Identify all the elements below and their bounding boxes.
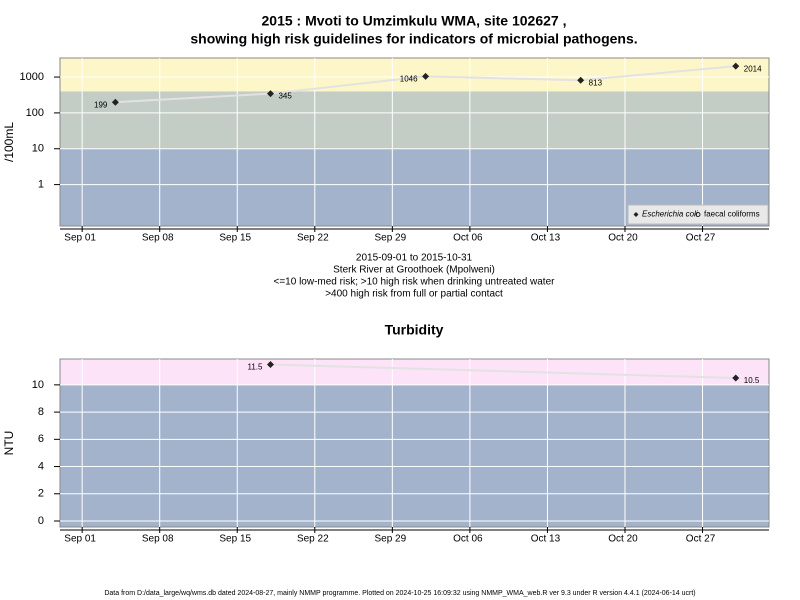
data-point bbox=[111, 98, 119, 106]
x-tick-label: Sep 22 bbox=[297, 534, 329, 545]
legend: Escherichia coli faecal coliforms bbox=[627, 204, 769, 225]
value-label: 813 bbox=[589, 78, 603, 87]
data-point bbox=[732, 62, 740, 70]
x-tick-label: Oct 06 bbox=[453, 534, 483, 545]
value-label: 11.5 bbox=[248, 363, 264, 372]
x-tick-label: Sep 08 bbox=[142, 534, 174, 545]
x-tick-label: Oct 27 bbox=[686, 233, 716, 244]
value-label: 10.5 bbox=[744, 376, 760, 385]
note: 2015-09-01 to 2015-10-31 bbox=[356, 253, 473, 264]
x-tick-label: Oct 20 bbox=[608, 534, 638, 545]
series-line bbox=[270, 363, 736, 380]
legend-box bbox=[627, 204, 769, 225]
data-point bbox=[577, 76, 585, 84]
value-label: 345 bbox=[278, 92, 292, 101]
chart-title: Turbidity bbox=[385, 322, 444, 338]
chart-title: showing high risk guidelines for indicat… bbox=[190, 31, 637, 47]
y-tick-label: 10 bbox=[32, 143, 44, 155]
data-point bbox=[422, 72, 430, 80]
footer: Data from D:/data_large/wq/wms.db dated … bbox=[104, 590, 695, 597]
x-tick-label: Sep 15 bbox=[219, 534, 251, 545]
x-tick-label: Oct 27 bbox=[686, 534, 716, 545]
value-label: 199 bbox=[94, 100, 108, 109]
chart-title: 2015 : Mvoti to Umzimkulu WMA, site 1026… bbox=[262, 13, 567, 29]
x-tick-label: Oct 06 bbox=[453, 233, 483, 244]
y-tick-label: 0 bbox=[38, 515, 44, 527]
value-label: 2014 bbox=[744, 64, 762, 73]
risk-band bbox=[60, 384, 769, 527]
y-tick-label: 8 bbox=[38, 406, 44, 418]
note: Sterk River at Groothoek (Mpolweni) bbox=[333, 265, 495, 276]
y-tick-label: 10 bbox=[32, 379, 44, 391]
risk-band bbox=[60, 91, 769, 149]
y-tick-label: 2 bbox=[38, 488, 44, 500]
y-axis-label: NTU bbox=[2, 431, 16, 456]
legend-label: faecal coliforms bbox=[704, 210, 760, 219]
y-axis-label: /100mL bbox=[2, 122, 16, 162]
legend-marker bbox=[695, 212, 701, 217]
risk-band bbox=[60, 359, 769, 385]
x-tick-label: Sep 08 bbox=[142, 233, 174, 244]
note: <=10 low-med risk; >10 high risk when dr… bbox=[274, 277, 556, 288]
legend-marker bbox=[633, 212, 639, 217]
y-tick-label: 1000 bbox=[20, 71, 44, 83]
x-tick-label: Sep 01 bbox=[64, 233, 96, 244]
x-tick-label: Oct 20 bbox=[608, 233, 638, 244]
y-tick-label: 6 bbox=[38, 433, 44, 445]
y-tick-label: 1 bbox=[38, 179, 44, 191]
x-tick-label: Sep 29 bbox=[374, 233, 406, 244]
y-tick-label: 100 bbox=[26, 107, 44, 119]
plot-frame bbox=[59, 57, 770, 227]
x-tick-label: Sep 29 bbox=[374, 534, 406, 545]
data-point bbox=[266, 90, 274, 98]
value-label: 1046 bbox=[400, 74, 418, 83]
note: >400 high risk from full or partial cont… bbox=[325, 289, 503, 300]
x-tick-label: Sep 01 bbox=[64, 534, 96, 545]
x-tick-label: Sep 15 bbox=[219, 233, 251, 244]
x-tick-label: Oct 13 bbox=[531, 534, 561, 545]
plot-frame bbox=[59, 358, 770, 528]
x-tick-label: Oct 13 bbox=[531, 233, 561, 244]
legend-label: Escherichia coli bbox=[642, 210, 698, 219]
data-point bbox=[732, 374, 740, 382]
data-point bbox=[266, 360, 274, 368]
y-tick-label: 4 bbox=[38, 460, 44, 472]
x-tick-label: Sep 22 bbox=[297, 233, 329, 244]
